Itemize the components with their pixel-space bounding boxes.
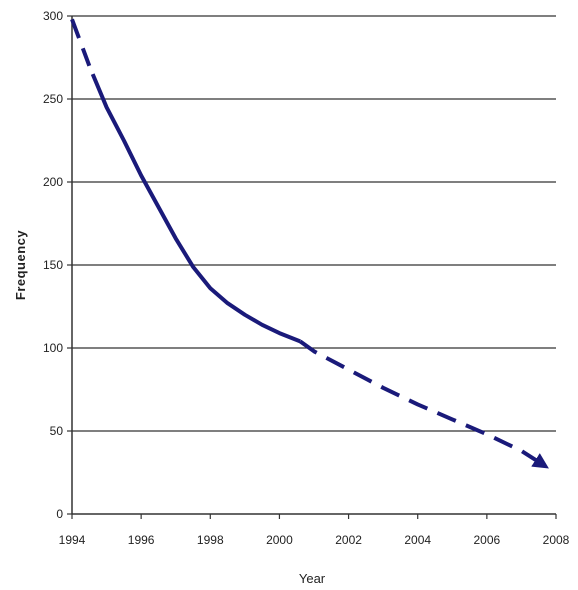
- x-tick-label-1996: 1996: [128, 533, 155, 547]
- y-axis-title: Frequency: [13, 230, 28, 301]
- dashed-line-segment-2: [299, 339, 549, 469]
- y-tick-label-100: 100: [43, 341, 63, 355]
- axes: [67, 15, 557, 519]
- dashed-line-segment-0: [70, 18, 92, 67]
- y-tick-label-200: 200: [43, 175, 63, 189]
- x-tick-label-1994: 1994: [59, 533, 86, 547]
- x-tick-label-2008: 2008: [543, 533, 570, 547]
- x-tick-label-2006: 2006: [474, 533, 501, 547]
- series-lines: [70, 18, 549, 469]
- solid-line-segment-1: [90, 73, 301, 344]
- y-tick-label-0: 0: [56, 507, 63, 521]
- y-tick-label-50: 50: [50, 424, 64, 438]
- x-tick-label-2004: 2004: [404, 533, 431, 547]
- y-tick-label-150: 150: [43, 258, 63, 272]
- y-tick-label-250: 250: [43, 92, 63, 106]
- x-tick-label-1998: 1998: [197, 533, 224, 547]
- y-tick-label-300: 300: [43, 9, 63, 23]
- x-axis-title: Year: [299, 571, 326, 586]
- x-tick-label-2000: 2000: [266, 533, 293, 547]
- tick-labels: 0 50 100 150 200 250 300 1994 1996 1998 2000 2002 20…: [43, 9, 570, 547]
- x-tick-label-2002: 2002: [335, 533, 362, 547]
- gridlines: [72, 15, 556, 432]
